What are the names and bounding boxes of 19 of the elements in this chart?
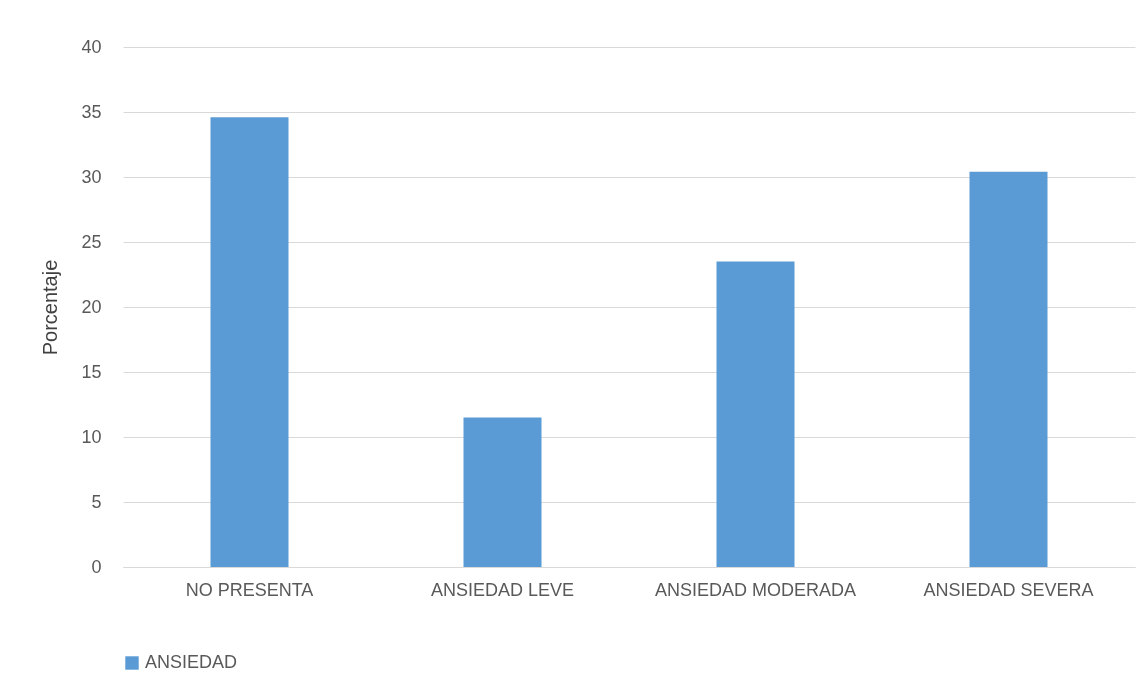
y-tick-label: 10: [81, 426, 102, 447]
y-tick-label: 0: [91, 556, 102, 577]
x-tick-label: ANSIEDAD LEVE: [430, 579, 575, 600]
y-tick-label: 25: [81, 231, 102, 252]
y-tick-label: 30: [81, 166, 102, 187]
y-tick-label: 15: [81, 361, 102, 382]
bar: [716, 261, 795, 567]
legend-label: ANSIEDAD: [145, 652, 238, 672]
y-tick-label: 35: [81, 101, 102, 122]
y-tick-label: 40: [81, 36, 102, 57]
y-axis-title: Porcentaje: [39, 259, 62, 356]
x-tick-label: ANSIEDAD SEVERA: [923, 579, 1094, 600]
bar: [969, 171, 1048, 567]
bar: [463, 417, 542, 567]
y-tick-label: 5: [91, 491, 102, 512]
bar: [210, 117, 289, 567]
x-tick-label: ANSIEDAD MODERADA: [654, 579, 857, 600]
y-tick-label: 20: [81, 296, 102, 317]
x-tick-label: NO PRESENTA: [185, 579, 314, 600]
